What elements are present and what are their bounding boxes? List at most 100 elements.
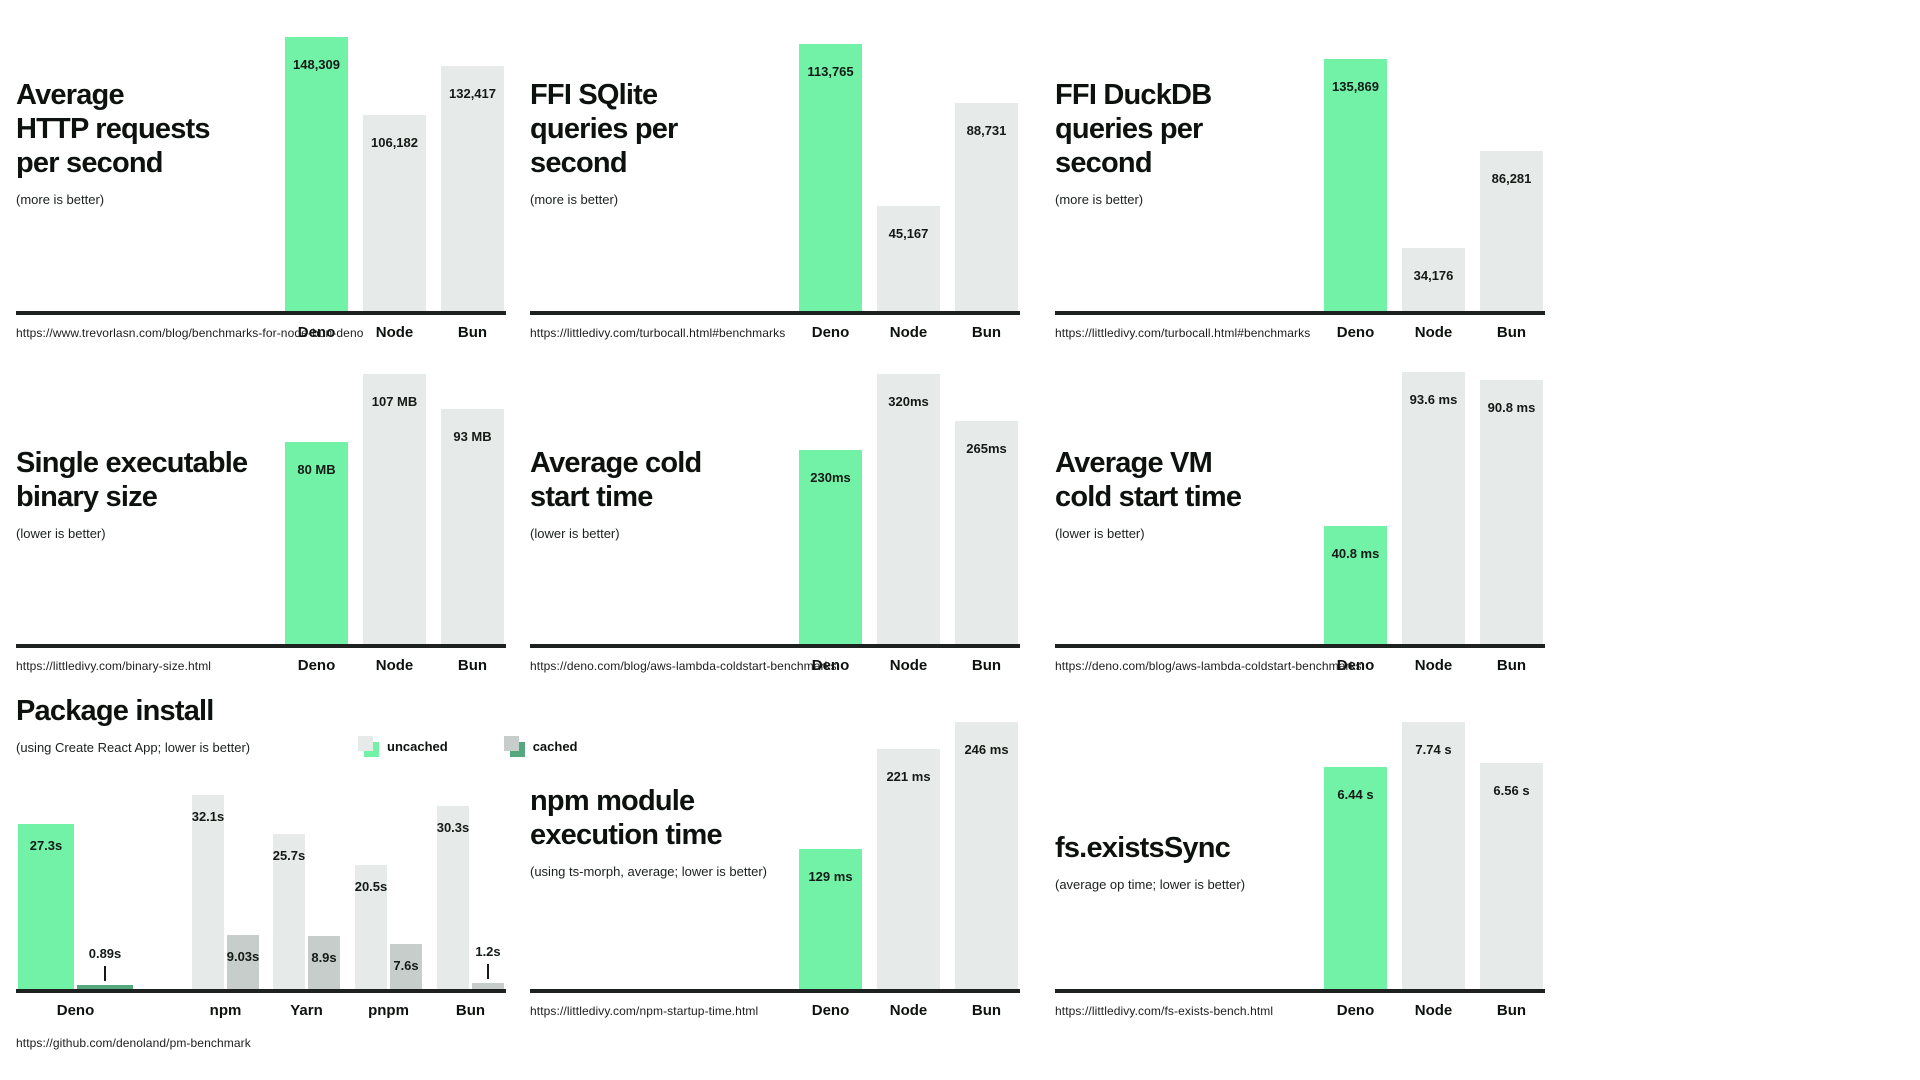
value-label: 93.6 ms: [1409, 392, 1458, 407]
chart-avg-http-requests-per-second: Average HTTP requests per second (more i…: [16, 0, 506, 341]
chart-single-executable-binary-size: Single executable binary size (lower is …: [16, 333, 506, 674]
category-label: Deno: [297, 324, 336, 341]
bar-pnpm-cached: 7.6s: [390, 944, 422, 990]
category-label: Deno: [811, 324, 850, 341]
chart-subtitle: (using Create React App; lower is better…: [16, 740, 251, 755]
x-axis-line: [1055, 644, 1545, 648]
uncached-swatch-icon: [358, 736, 379, 757]
category-label: Bun: [971, 657, 1002, 674]
category-label: Bun: [1496, 324, 1527, 341]
chart-subtitle: (using ts-morph, average; lower is bette…: [530, 864, 767, 879]
bar-bun-uncached: 30.3s: [437, 806, 469, 990]
title-block: Package install (using Create React App;…: [16, 694, 250, 755]
category-label: Node: [1414, 1002, 1453, 1019]
category-label: Deno: [1336, 324, 1375, 341]
bar-deno: 148,309 Deno: [285, 37, 348, 341]
chart-fs-existssync: fs.existsSync (average op time; lower is…: [1055, 678, 1545, 1019]
chart-subtitle: (more is better): [530, 192, 619, 207]
category-label: Bun: [1496, 1002, 1527, 1019]
bar-bun: 88,731 Bun: [955, 103, 1018, 341]
value-label: 20.5s: [354, 879, 388, 894]
chart-title: Average VM cold start time: [1055, 447, 1242, 513]
bar-node: 320ms Node: [877, 374, 940, 674]
chart-title: Package install: [16, 695, 214, 727]
value-label: 7.74 s: [1415, 742, 1452, 757]
value-label: 8.9s: [311, 950, 337, 965]
x-axis-line: [530, 989, 1020, 993]
category-label: npm: [209, 1002, 242, 1019]
bar-deno-uncached: 27.3s: [18, 824, 74, 990]
category-label: Bun: [457, 657, 488, 674]
category-label: Bun: [457, 324, 488, 341]
chart-title: fs.existsSync: [1055, 832, 1231, 864]
chart-title: Single executable binary size: [16, 447, 248, 513]
category-label: Deno: [1336, 1002, 1375, 1019]
value-label: 6.44 s: [1337, 787, 1374, 802]
chart-title: FFI SQlite queries per second: [530, 79, 678, 179]
bar-bun: 132,417 Bun: [441, 66, 504, 341]
chart-subtitle: (average op time; lower is better): [1055, 877, 1246, 892]
bar-bun: 265ms Bun: [955, 421, 1018, 674]
plot-area: 113,765 Deno 45,167 Node 88,731 Bun: [530, 0, 1020, 341]
chart-subtitle: (more is better): [1055, 192, 1144, 207]
plot-area: 27.3s 0.89s Deno 32.1s 9.03s npm 25.7s 8.9s Yarn…: [16, 678, 506, 1019]
bar-bun: 6.56 s Bun: [1480, 763, 1543, 1019]
chart-ffi-duckdb-queries-per-second: FFI DuckDB queries per second (more is b…: [1055, 0, 1545, 341]
chart-title: FFI DuckDB queries per second: [1055, 79, 1212, 179]
x-axis-line: [16, 644, 506, 648]
category-label: Bun: [1496, 657, 1527, 674]
title-block: Average VM cold start time (lower is bet…: [1055, 446, 1242, 541]
value-label: 0.89s: [88, 946, 122, 961]
source-url: https://littledivy.com/turbocall.html#be…: [530, 326, 786, 340]
bar-deno: 129 ms Deno: [799, 849, 862, 1019]
category-label: Node: [375, 657, 414, 674]
category-label: Deno: [811, 657, 850, 674]
category-label: Yarn: [290, 1002, 323, 1019]
chart-subtitle: (lower is better): [1055, 526, 1145, 541]
title-block: Single executable binary size (lower is …: [16, 446, 248, 541]
title-block: Average cold start time (lower is better…: [530, 446, 702, 541]
source-url: https://littledivy.com/binary-size.html: [16, 659, 212, 673]
category-label: Deno: [811, 1002, 850, 1019]
bar-npm-cached: 9.03s: [227, 935, 259, 990]
x-axis-line: [1055, 989, 1545, 993]
bar-npm-uncached: 32.1s: [192, 795, 224, 990]
value-label: 45,167: [888, 226, 929, 241]
bar-node: 107 MB Node: [363, 374, 426, 674]
source-url: https://deno.com/blog/aws-lambda-coldsta…: [1055, 659, 1362, 673]
chart-title: Average HTTP requests per second: [16, 79, 211, 179]
source-url: https://github.com/denoland/pm-benchmark: [16, 1036, 251, 1050]
plot-area: 6.44 s Deno 7.74 s Node 6.56 s Bun: [1055, 678, 1545, 1019]
category-label: Node: [889, 324, 928, 341]
value-label: 40.8 ms: [1331, 546, 1380, 561]
x-axis-line: [530, 644, 1020, 648]
value-label: 265ms: [966, 441, 1007, 456]
plot-area: 40.8 ms Deno 93.6 ms Node 90.8 ms Bun: [1055, 333, 1545, 674]
bar-bun: 86,281 Bun: [1480, 151, 1543, 341]
source-url: https://www.trevorlasn.com/blog/benchmar…: [16, 326, 364, 340]
plot-area: 129 ms Deno 221 ms Node 246 ms Bun: [530, 678, 1020, 1019]
value-label: 86,281: [1491, 171, 1532, 186]
bar-bun: 93 MB Bun: [441, 409, 504, 674]
value-label: 7.6s: [393, 958, 419, 973]
tick-line: [104, 966, 106, 981]
bar-yarn-uncached: 25.7s: [273, 834, 305, 990]
x-axis-line: [16, 311, 506, 315]
bar-deno: 6.44 s Deno: [1324, 767, 1387, 1019]
plot-area: 148,309 Deno 106,182 Node 132,417 Bun: [16, 0, 506, 341]
category-label: Deno: [297, 657, 336, 674]
chart-title: Average cold start time: [530, 447, 702, 513]
chart-avg-cold-start-time: Average cold start time (lower is better…: [530, 333, 1020, 674]
x-axis-line: [530, 311, 1020, 315]
value-label: 113,765: [807, 64, 854, 79]
category-label: Node: [1414, 657, 1453, 674]
value-label: 129 ms: [808, 869, 853, 884]
title-block: npm module execution time (using ts-morp…: [530, 784, 767, 879]
plot-area: 80 MB Deno 107 MB Node 93 MB Bun: [16, 333, 506, 674]
value-label: 221 ms: [886, 769, 931, 784]
source-url: https://littledivy.com/turbocall.html#be…: [1055, 326, 1311, 340]
bar-group-yarn: 25.7s 8.9s Yarn: [273, 834, 340, 1019]
category-label: Bun: [971, 324, 1002, 341]
chart-title: npm module execution time: [530, 785, 723, 851]
bar-group-pnpm: 20.5s 7.6s pnpm: [354, 865, 422, 1019]
